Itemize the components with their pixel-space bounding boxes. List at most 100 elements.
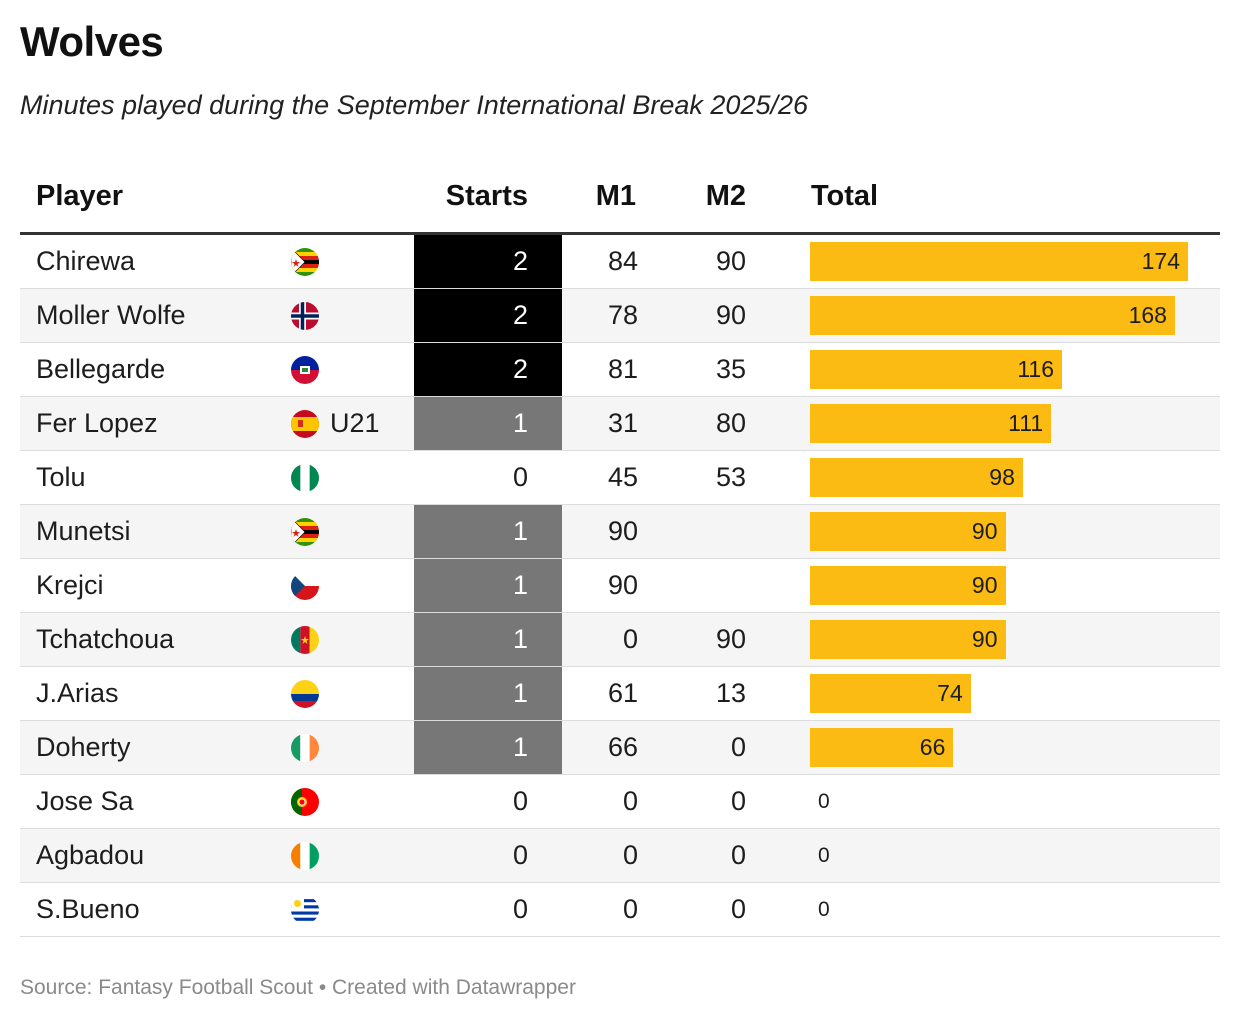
m2-value: 90 [715, 300, 746, 330]
nigeria-flag-icon [291, 464, 319, 492]
m1-value: 0 [622, 786, 638, 816]
starts-value: 1 [512, 408, 528, 438]
total-cell: 0 [810, 775, 1220, 828]
table-body: Chirewa 2 84 90 174 Moller Wolfe 2 78 90 168 Belle… [20, 235, 1220, 937]
starts-cell: 0 [414, 451, 562, 504]
m2-value: 0 [730, 894, 746, 924]
m2-value [672, 505, 746, 558]
total-cell: 116 [810, 343, 1220, 396]
m2-value: 90 [715, 624, 746, 654]
player-name: Fer Lopez [36, 408, 158, 438]
m1-value: 84 [607, 246, 638, 276]
total-bar: 111 [810, 404, 1052, 443]
m2-value [672, 559, 746, 612]
starts-cell: 1 [414, 613, 562, 666]
total-cell: 168 [810, 289, 1220, 342]
player-name: Agbadou [36, 840, 145, 870]
total-cell: 111 [810, 397, 1220, 450]
player-name: Chirewa [36, 246, 136, 276]
total-cell: 90 [810, 505, 1220, 558]
player-name: Doherty [36, 732, 131, 762]
table-row: Doherty 1 66 0 66 [20, 721, 1220, 775]
starts-value: 2 [512, 354, 528, 384]
table-row: S.Bueno 0 0 0 0 [20, 883, 1220, 937]
header-m2: M2 [705, 180, 746, 212]
player-name: Jose Sa [36, 786, 134, 816]
starts-cell: 0 [414, 829, 562, 882]
cameroon-flag-icon [291, 626, 319, 654]
player-name: Tchatchoua [36, 624, 175, 654]
m1-value: 90 [607, 570, 638, 600]
czech-flag-icon [291, 572, 319, 600]
m1-value: 45 [607, 462, 638, 492]
starts-cell: 2 [414, 235, 562, 288]
table-row: Agbadou 0 0 0 0 [20, 829, 1220, 883]
m1-value: 0 [622, 624, 638, 654]
m2-value: 0 [730, 840, 746, 870]
header-total: Total [811, 180, 879, 212]
starts-value: 0 [512, 840, 528, 870]
chart-subtitle: Minutes played during the September Inte… [20, 90, 809, 120]
uruguay-flag-icon [291, 896, 319, 924]
starts-value: 0 [512, 786, 528, 816]
m2-value: 35 [715, 354, 746, 384]
total-label: 0 [818, 790, 830, 813]
header-player: Player [36, 180, 124, 212]
starts-cell: 0 [414, 883, 562, 936]
starts-cell: 0 [414, 775, 562, 828]
starts-value: 0 [512, 894, 528, 924]
portugal-flag-icon [291, 788, 319, 816]
m1-value: 81 [607, 354, 638, 384]
header-m1: M1 [595, 180, 636, 212]
m1-value: 0 [622, 894, 638, 924]
total-bar: 116 [810, 350, 1062, 389]
zimbabwe-flag-icon [291, 518, 319, 546]
ivory-coast-flag-icon [291, 842, 319, 870]
starts-cell: 2 [414, 343, 562, 396]
starts-value: 1 [512, 516, 528, 546]
table-row: Moller Wolfe 2 78 90 168 [20, 289, 1220, 343]
player-name: S.Bueno [36, 894, 140, 924]
m2-value: 0 [730, 732, 746, 762]
header-starts: Starts [445, 180, 528, 212]
source-footer: Source: Fantasy Football Scout • Created… [20, 976, 576, 999]
m2-value: 13 [715, 678, 746, 708]
starts-cell: 1 [414, 505, 562, 558]
starts-value: 1 [512, 732, 528, 762]
table-row: Tolu 0 45 53 98 [20, 451, 1220, 505]
total-bar: 66 [810, 728, 954, 767]
m1-value: 90 [607, 516, 638, 546]
total-cell: 90 [810, 559, 1220, 612]
haiti-flag-icon [291, 356, 319, 384]
table-row: Munetsi 1 90 90 [20, 505, 1220, 559]
m2-value: 0 [730, 786, 746, 816]
total-cell: 66 [810, 721, 1220, 774]
player-name: Tolu [36, 462, 86, 492]
total-bar: 90 [810, 512, 1006, 551]
starts-value: 2 [512, 300, 528, 330]
m1-value: 66 [607, 732, 638, 762]
m2-value: 53 [715, 462, 746, 492]
total-bar: 174 [810, 242, 1188, 281]
m1-value: 78 [607, 300, 638, 330]
starts-cell: 1 [414, 559, 562, 612]
table-row: Krejci 1 90 90 [20, 559, 1220, 613]
m1-value: 61 [607, 678, 638, 708]
total-bar: 90 [810, 620, 1006, 659]
total-cell: 174 [810, 235, 1220, 288]
player-name: Bellegarde [36, 354, 166, 384]
table-row: Jose Sa 0 0 0 0 [20, 775, 1220, 829]
m2-value: 80 [715, 408, 746, 438]
starts-value: 2 [512, 246, 528, 276]
player-name: Moller Wolfe [36, 300, 186, 330]
total-cell: 98 [810, 451, 1220, 504]
table-row: J.Arias 1 61 13 74 [20, 667, 1220, 721]
norway-flag-icon [291, 302, 319, 330]
player-name: J.Arias [36, 678, 119, 708]
total-bar: 74 [810, 674, 971, 713]
total-cell: 0 [810, 883, 1220, 936]
starts-cell: 1 [414, 721, 562, 774]
m2-value: 90 [715, 246, 746, 276]
colombia-flag-icon [291, 680, 319, 708]
total-bar: 168 [810, 296, 1175, 335]
